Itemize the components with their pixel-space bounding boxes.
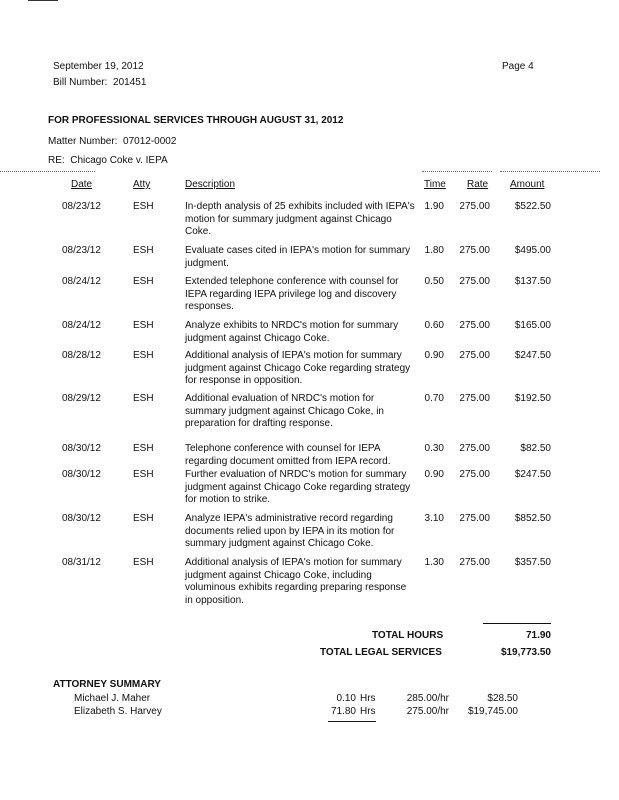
entry-amount: $247.50 xyxy=(514,350,551,361)
entry-date: 08/30/12 xyxy=(62,443,101,454)
entry-description: Further evaluation of NRDC's motion for … xyxy=(185,469,411,505)
section-title: FOR PROFESSIONAL SERVICES THROUGH AUGUST… xyxy=(48,115,344,126)
entry-description: In-depth analysis of 25 exhibits include… xyxy=(185,201,415,237)
entry-rate: 275.00 xyxy=(459,393,490,404)
column-header-date: Date xyxy=(71,179,93,190)
entry-rate: 275.00 xyxy=(459,443,490,454)
entry-atty: ESH xyxy=(133,201,154,212)
attorney-hours-unit: Hrs xyxy=(360,693,376,704)
entry-atty: ESH xyxy=(133,320,154,331)
total-services-label: TOTAL LEGAL SERVICES xyxy=(320,647,442,658)
entry-amount: $522.50 xyxy=(514,201,551,212)
total-services-value: $19,773.50 xyxy=(500,647,551,658)
re-line: RE: Chicago Coke v. IEPA xyxy=(48,155,168,166)
entry-time: 0.90 xyxy=(424,469,444,480)
entry-description: Additional analysis of IEPA's motion for… xyxy=(185,557,407,606)
entry-description: Telephone conference with counsel for IE… xyxy=(185,443,391,467)
entry-amount: $357.50 xyxy=(514,557,551,568)
entry-atty: ESH xyxy=(133,350,154,361)
entry-time: 0.90 xyxy=(424,350,444,361)
attorney-hours-unit: Hrs xyxy=(360,706,376,717)
bill-number-label: Bill Number: xyxy=(53,77,108,88)
scan-artifact-line xyxy=(28,0,58,1)
entry-amount: $852.50 xyxy=(514,513,551,524)
entry-date: 08/23/12 xyxy=(62,201,101,212)
entry-date: 08/29/12 xyxy=(62,393,101,404)
entry-amount: $495.00 xyxy=(514,245,551,256)
entry-rate: 275.00 xyxy=(459,350,490,361)
total-rule xyxy=(483,623,551,624)
bill-number-value: 201451 xyxy=(113,77,147,88)
dotted-artifact xyxy=(0,171,95,172)
entry-date: 08/23/12 xyxy=(62,245,101,256)
entry-time: 0.70 xyxy=(424,393,444,404)
attorney-name: Elizabeth S. Harvey xyxy=(74,706,162,717)
entry-date: 08/31/12 xyxy=(62,557,101,568)
matter-label: Matter Number: xyxy=(48,136,118,147)
attorney-amount: $19,745.00 xyxy=(467,706,518,717)
entry-amount: $165.00 xyxy=(514,320,551,331)
bill-number: Bill Number: 201451 xyxy=(53,77,146,88)
entry-amount: $247.50 xyxy=(514,469,551,480)
page-number: Page 4 xyxy=(502,61,534,72)
entry-rate: 275.00 xyxy=(459,245,490,256)
attorney-summary-title: ATTORNEY SUMMARY xyxy=(53,679,161,690)
dotted-artifact xyxy=(500,171,600,172)
entry-rate: 275.00 xyxy=(459,513,490,524)
entry-description: Extended telephone conference with couns… xyxy=(185,276,399,312)
column-header-description: Description xyxy=(185,179,236,190)
entry-atty: ESH xyxy=(133,276,154,287)
entry-amount: $82.50 xyxy=(520,443,551,454)
entry-date: 08/24/12 xyxy=(62,276,101,287)
entry-time: 1.30 xyxy=(424,557,444,568)
re-label: RE: xyxy=(48,155,65,166)
bill-date: September 19, 2012 xyxy=(53,61,144,72)
entry-time: 0.50 xyxy=(424,276,444,287)
entry-description: Analyze exhibits to NRDC's motion for su… xyxy=(185,320,399,344)
entry-date: 08/24/12 xyxy=(62,320,101,331)
entry-time: 0.60 xyxy=(424,320,444,331)
attorney-hours: 0.10 xyxy=(336,693,356,704)
dotted-artifact xyxy=(422,171,492,172)
entry-rate: 275.00 xyxy=(459,320,490,331)
attorney-name: Michael J. Maher xyxy=(74,693,151,704)
entry-atty: ESH xyxy=(133,393,154,404)
summary-rule xyxy=(328,721,376,722)
entry-rate: 275.00 xyxy=(459,276,490,287)
entry-date: 08/28/12 xyxy=(62,350,101,361)
entry-description: Additional evaluation of NRDC's motion f… xyxy=(185,393,384,429)
entry-atty: ESH xyxy=(133,469,154,480)
entry-rate: 275.00 xyxy=(459,557,490,568)
column-header-amount: Amount xyxy=(510,179,545,190)
entry-time: 3.10 xyxy=(424,513,444,524)
entry-time: 1.90 xyxy=(424,201,444,212)
entry-description: Analyze IEPA's administrative record reg… xyxy=(185,513,395,549)
attorney-rate: 275.00/hr xyxy=(406,706,449,717)
entry-atty: ESH xyxy=(133,557,154,568)
entry-atty: ESH xyxy=(133,443,154,454)
attorney-rate: 285.00/hr xyxy=(406,693,449,704)
column-header-atty: Atty xyxy=(133,179,151,190)
entry-description: Evaluate cases cited in IEPA's motion fo… xyxy=(185,245,411,269)
total-hours-label: TOTAL HOURS xyxy=(372,630,444,641)
entry-atty: ESH xyxy=(133,245,154,256)
matter-number: Matter Number: 07012-0002 xyxy=(48,136,176,147)
entry-time: 0.30 xyxy=(424,443,444,454)
column-header-rate: Rate xyxy=(467,179,489,190)
entry-time: 1.80 xyxy=(424,245,444,256)
entry-atty: ESH xyxy=(133,513,154,524)
attorney-amount: $28.50 xyxy=(487,693,518,704)
entry-amount: $137.50 xyxy=(514,276,551,287)
matter-value: 07012-0002 xyxy=(123,136,177,147)
attorney-hours: 71.80 xyxy=(330,706,356,717)
entry-rate: 275.00 xyxy=(459,201,490,212)
column-header-time: Time xyxy=(424,179,446,190)
re-value: Chicago Coke v. IEPA xyxy=(70,155,168,166)
entry-date: 08/30/12 xyxy=(62,469,101,480)
entry-amount: $192.50 xyxy=(514,393,551,404)
total-hours-value: 71.90 xyxy=(525,630,551,641)
entry-description: Additional analysis of IEPA's motion for… xyxy=(185,350,411,386)
entry-rate: 275.00 xyxy=(459,469,490,480)
entry-date: 08/30/12 xyxy=(62,513,101,524)
